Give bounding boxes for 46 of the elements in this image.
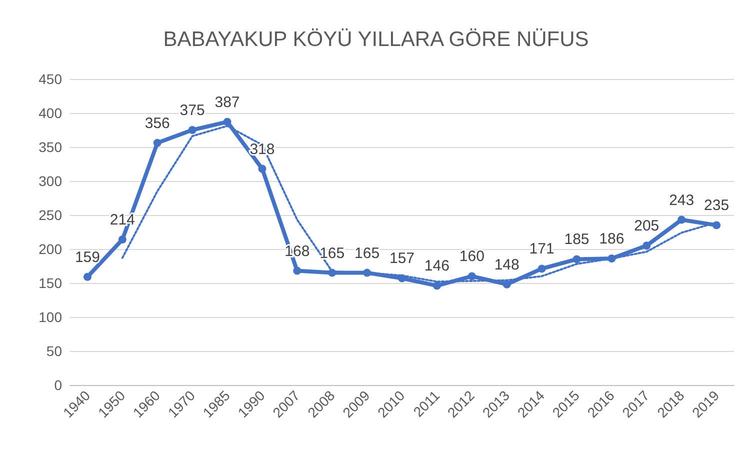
- point: [118, 235, 126, 244]
- point: [642, 242, 651, 250]
- data-label: 160: [459, 248, 484, 266]
- point: [293, 266, 302, 275]
- point: [712, 221, 721, 230]
- y-tick-label: 50: [46, 343, 62, 359]
- y-tick-label: 0: [54, 377, 62, 393]
- point: [432, 282, 441, 290]
- data-label: 375: [180, 102, 205, 119]
- y-tick-label: 200: [38, 241, 62, 257]
- point: [468, 272, 476, 280]
- chart-title: BABAYAKUP KÖYÜ YILLARA GÖRE NÜFUS: [163, 28, 589, 51]
- y-tick-label: 450: [38, 71, 62, 87]
- data-label: 165: [320, 244, 345, 262]
- data-label: 186: [599, 230, 624, 248]
- y-tick-label: 300: [38, 173, 62, 189]
- y-tick-label: 150: [38, 275, 62, 291]
- data-label: 171: [529, 240, 554, 258]
- data-label: 148: [494, 256, 520, 274]
- point: [258, 164, 266, 173]
- point: [223, 118, 232, 126]
- point: [608, 254, 616, 263]
- data-label: 157: [389, 250, 415, 268]
- data-label: 387: [214, 94, 240, 111]
- point: [363, 268, 372, 277]
- point: [398, 274, 406, 282]
- point: [678, 216, 686, 224]
- point: [538, 264, 546, 273]
- point: [502, 280, 511, 288]
- data-label: 146: [424, 258, 450, 275]
- point: [188, 126, 196, 134]
- data-label: 243: [669, 192, 694, 209]
- y-tick-label: 100: [38, 309, 62, 325]
- point: [83, 272, 92, 281]
- data-label: 165: [354, 244, 380, 262]
- point: [153, 138, 162, 147]
- data-label: 205: [634, 218, 660, 235]
- data-label: 159: [74, 248, 100, 266]
- point: [572, 255, 581, 264]
- data-label: 185: [564, 231, 590, 248]
- data-label: 235: [704, 197, 730, 214]
- data-label: 356: [144, 114, 170, 132]
- y-tick-label: 350: [38, 139, 62, 155]
- y-tick-label: 250: [38, 207, 62, 223]
- y-tick-label: 400: [38, 105, 62, 121]
- point: [328, 268, 336, 277]
